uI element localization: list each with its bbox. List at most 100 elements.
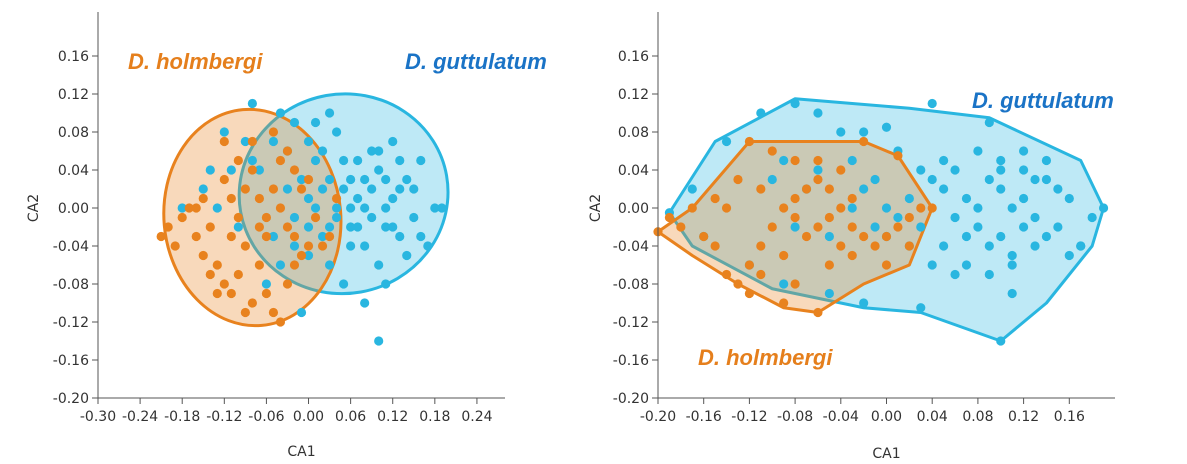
- d-guttulatum-point-61: [950, 269, 960, 280]
- x-tick-label: -0.04: [823, 409, 859, 425]
- d-guttulatum-point-78: [289, 241, 300, 251]
- d-guttulatum-annotation: D. guttulatum: [405, 49, 547, 74]
- d-guttulatum-point-30: [904, 193, 914, 204]
- d-guttulatum-point-54: [360, 174, 370, 185]
- d-guttulatum-point-51: [324, 108, 335, 118]
- d-guttulatum-point-28: [939, 155, 949, 166]
- d-guttulatum-point-54: [927, 98, 937, 109]
- d-guttulatum-point-26: [996, 155, 1006, 166]
- d-holmbergi-point-40: [268, 127, 279, 137]
- d-holmbergi-point-6: [219, 279, 229, 289]
- d-guttulatum-point-9: [353, 155, 363, 166]
- d-holmbergi-point-48: [240, 241, 250, 251]
- d-guttulatum-point-30: [437, 203, 447, 213]
- d-guttulatum-point-19: [1053, 184, 1063, 194]
- d-holmbergi-point-15: [824, 184, 834, 194]
- d-guttulatum-point-0: [346, 174, 356, 185]
- d-guttulatum-point-12: [973, 222, 983, 232]
- y-tick-label: -0.12: [53, 315, 89, 331]
- d-guttulatum-point-62: [247, 155, 257, 166]
- d-guttulatum-point-0: [927, 174, 937, 185]
- d-holmbergi-point-40: [790, 279, 800, 289]
- y-tick-label: 0.16: [618, 49, 649, 65]
- d-guttulatum-point-13: [317, 146, 328, 156]
- d-guttulatum-point-27: [973, 146, 983, 156]
- d-guttulatum-point-66: [317, 184, 328, 194]
- d-guttulatum-point-27: [381, 279, 391, 289]
- d-holmbergi-point-46: [289, 231, 300, 242]
- d-guttulatum-point-46: [824, 288, 834, 299]
- d-guttulatum-point-15: [1007, 250, 1017, 261]
- d-guttulatum-point-37: [813, 108, 823, 118]
- d-guttulatum-point-79: [996, 165, 1006, 175]
- d-holmbergi-point-18: [324, 231, 335, 242]
- d-holmbergi-point-24: [927, 203, 937, 213]
- d-guttulatum-point-44: [353, 222, 363, 232]
- d-guttulatum-point-29: [916, 165, 926, 175]
- d-guttulatum-point-59: [177, 203, 187, 213]
- d-guttulatum-point-23: [1098, 203, 1109, 213]
- d-guttulatum-point-62: [813, 165, 823, 175]
- d-holmbergi-point-2: [184, 203, 194, 213]
- d-guttulatum-point-56: [859, 127, 869, 137]
- d-holmbergi-point-47: [710, 193, 720, 204]
- d-guttulatum-point-53: [984, 117, 994, 128]
- d-guttulatum-convex-hull: [667, 97, 1106, 343]
- d-holmbergi-point-20: [881, 231, 892, 242]
- d-holmbergi-point-43: [219, 136, 229, 147]
- d-holmbergi-point-19: [331, 193, 342, 204]
- d-holmbergi-point-43: [881, 260, 892, 270]
- d-holmbergi-point-23: [916, 203, 926, 213]
- d-guttulatum-point-52: [381, 174, 391, 185]
- d-holmbergi-point-11: [779, 203, 789, 213]
- d-holmbergi-point-20: [240, 184, 250, 194]
- d-guttulatum-point-70: [367, 212, 377, 223]
- d-guttulatum-point-40: [374, 260, 384, 270]
- d-guttulatum-point-72: [961, 260, 972, 270]
- d-guttulatum-point-77: [303, 222, 314, 232]
- d-holmbergi-point-17: [317, 241, 328, 251]
- y-tick-label: 0.16: [58, 49, 89, 65]
- d-guttulatum-point-49: [289, 212, 300, 223]
- d-guttulatum-point-5: [984, 174, 994, 185]
- d-holmbergi-point-45: [303, 174, 314, 185]
- d-guttulatum-point-32: [388, 136, 398, 147]
- d-guttulatum-point-26: [360, 298, 370, 308]
- d-guttulatum-point-17: [247, 98, 257, 109]
- d-guttulatum-point-20: [212, 203, 222, 213]
- d-guttulatum-point-51: [1064, 250, 1074, 261]
- d-guttulatum-point-38: [790, 98, 800, 109]
- y-axis-title: CA2: [588, 194, 604, 222]
- d-guttulatum-point-69: [881, 203, 892, 213]
- d-guttulatum-point-55: [881, 122, 892, 132]
- d-guttulatum-point-17: [1030, 212, 1040, 223]
- d-guttulatum-point-52: [1076, 241, 1086, 251]
- d-guttulatum-point-36: [282, 184, 293, 194]
- d-guttulatum-point-34: [859, 184, 869, 194]
- d-holmbergi-point-42: [847, 250, 857, 261]
- d-holmbergi-point-14: [289, 260, 300, 270]
- d-holmbergi-point-27: [790, 155, 800, 166]
- d-holmbergi-point-15: [296, 250, 307, 261]
- d-holmbergi-point-46: [721, 203, 732, 213]
- d-guttulatum-point-47: [261, 279, 272, 289]
- d-holmbergi-point-31: [219, 174, 229, 185]
- d-guttulatum-point-10: [950, 212, 960, 223]
- d-guttulatum-point-40: [721, 136, 732, 147]
- d-guttulatum-point-45: [374, 146, 384, 156]
- d-holmbergi-point-8: [744, 260, 754, 270]
- d-guttulatum-point-63: [268, 136, 279, 147]
- y-tick-label: -0.12: [613, 315, 649, 331]
- d-holmbergi-point-37: [261, 231, 272, 242]
- d-guttulatum-point-76: [324, 222, 335, 232]
- d-guttulatum-point-79: [310, 117, 321, 128]
- d-holmbergi-point-28: [813, 155, 823, 166]
- x-tick-label: -0.20: [640, 409, 676, 425]
- d-guttulatum-point-3: [961, 193, 972, 204]
- d-holmbergi-point-23: [261, 212, 272, 223]
- d-guttulatum-point-57: [296, 307, 307, 318]
- d-guttulatum-point-39: [756, 108, 766, 118]
- d-guttulatum-point-31: [423, 241, 433, 251]
- d-guttulatum-point-68: [346, 222, 356, 232]
- x-tick-label: -0.16: [686, 409, 722, 425]
